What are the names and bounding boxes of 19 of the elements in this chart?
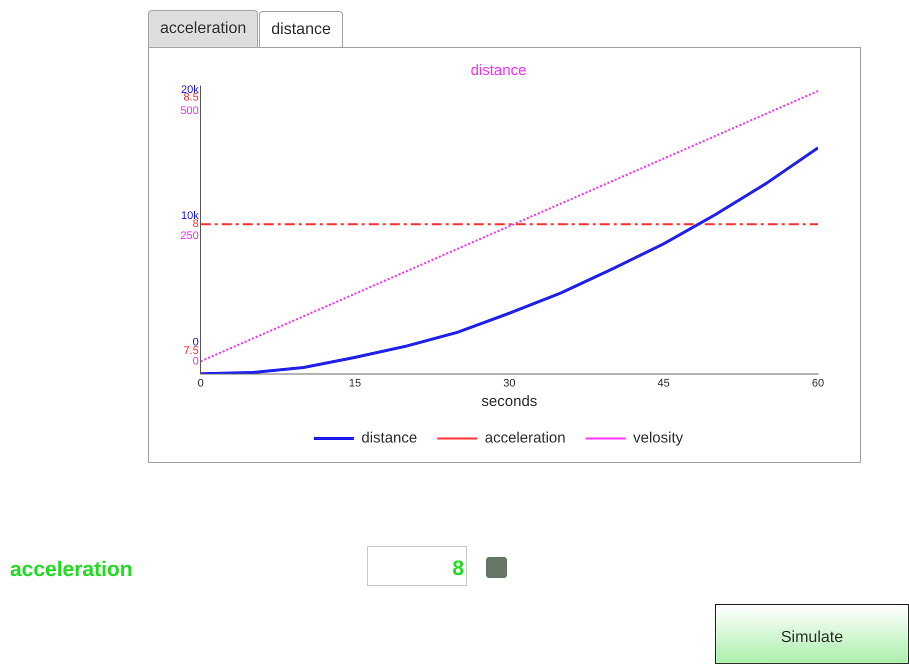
y3-tick-label: 500 [180,105,199,118]
text: distance [259,11,343,48]
y2-tick-label: 8 [192,218,199,230]
text: acceleration [148,10,258,47]
y3-tick-label: 250 [180,230,199,242]
line-series [200,90,818,362]
y2-tick-label: 7.5 [183,345,199,358]
legend-label: acceleration [484,430,566,447]
x-tick-label: 45 [658,377,670,390]
legend-label: distance [361,430,418,447]
text: Simulate [715,604,909,664]
text: 8 [367,546,467,586]
x-tick-label: 30 [503,377,516,390]
x-tick-label: 15 [348,377,362,390]
x-axis-title: seconds [481,393,538,410]
x-tick-label: 60 [812,377,824,390]
chart-title: distance [470,62,526,80]
legend-label: velosity [633,430,684,447]
text: acceleration [10,558,133,582]
